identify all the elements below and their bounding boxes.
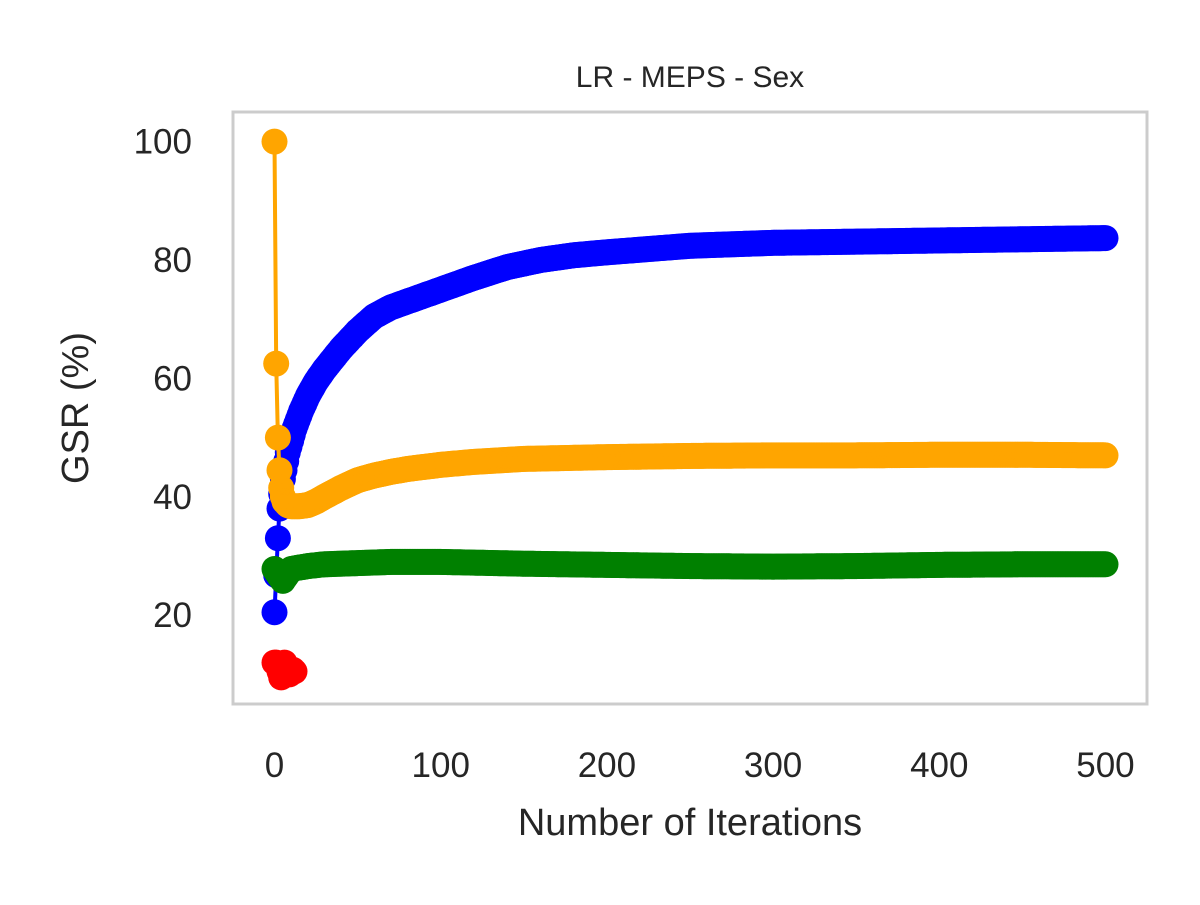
- data-point-blue: [1092, 225, 1119, 252]
- series-orange: [261, 128, 1119, 520]
- y-tick-label: 100: [134, 123, 192, 162]
- x-tick-label: 500: [1076, 746, 1134, 785]
- data-point-red: [281, 658, 308, 685]
- y-axis-ticks: 20 40 60 80 100: [134, 123, 192, 636]
- x-axis-label: Number of Iterations: [518, 802, 862, 844]
- data-point-orange: [1092, 442, 1119, 469]
- series-layer: [261, 128, 1119, 691]
- x-tick-label: 0: [265, 746, 284, 785]
- data-point-blue: [261, 599, 288, 626]
- plot-frame: [231, 110, 1149, 706]
- chart-title: LR - MEPS - Sex: [576, 61, 804, 94]
- y-axis-label: GSR (%): [55, 332, 97, 484]
- series-green: [261, 548, 1119, 594]
- data-point-orange: [263, 350, 290, 377]
- data-point-orange: [261, 128, 288, 155]
- x-tick-label: 400: [910, 746, 968, 785]
- x-tick-label: 100: [412, 746, 470, 785]
- data-point-blue: [264, 525, 291, 552]
- y-tick-label: 60: [153, 359, 192, 398]
- data-point-orange: [264, 424, 291, 451]
- y-tick-label: 40: [153, 478, 192, 517]
- x-tick-label: 300: [744, 746, 802, 785]
- data-point-green: [1092, 551, 1119, 578]
- series-red: [261, 649, 308, 691]
- x-tick-label: 200: [578, 746, 636, 785]
- x-axis-ticks: 0 100 200 300 400 500: [265, 746, 1135, 785]
- y-tick-label: 80: [153, 241, 192, 280]
- y-tick-label: 20: [153, 596, 192, 635]
